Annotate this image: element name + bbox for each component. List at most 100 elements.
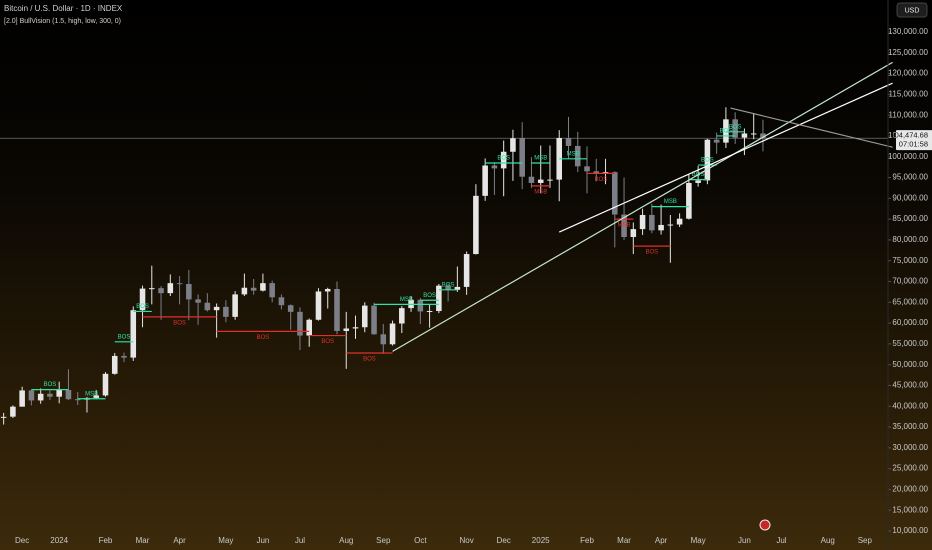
y-tick-label: 55,000.00	[892, 339, 928, 348]
x-tick-label: Apr	[655, 536, 668, 545]
structure-label: BOS	[136, 304, 149, 310]
structure-label: MSB	[85, 391, 98, 397]
candle-body	[399, 308, 405, 324]
candle-body	[149, 288, 155, 290]
candle-body	[74, 399, 81, 401]
x-tick-label: Mar	[617, 536, 631, 545]
x-tick-label: Aug	[821, 536, 835, 545]
x-tick-label: Jul	[295, 536, 305, 545]
x-tick-label: May	[691, 536, 706, 545]
candle-body	[500, 151, 507, 169]
candle-body	[195, 299, 201, 303]
x-tick-label: Apr	[173, 536, 186, 545]
candle-body	[621, 214, 627, 238]
candle-body	[297, 311, 303, 336]
candle-body	[528, 176, 535, 183]
candle-body	[167, 283, 174, 294]
trendline	[558, 82, 893, 233]
structure-label: BOS	[44, 382, 57, 388]
candle-body	[56, 390, 62, 397]
y-tick-label: 30,000.00	[892, 443, 928, 452]
y-tick-label: 115,000.00	[889, 89, 929, 98]
candle-body	[37, 393, 44, 401]
x-tick-label: Jul	[776, 536, 786, 545]
x-tick-label: Jun	[738, 536, 751, 545]
candle-body	[186, 283, 192, 300]
candle-body	[269, 283, 275, 298]
y-tick-label: 35,000.00	[892, 422, 928, 431]
currency-label[interactable]: USD	[905, 7, 920, 14]
y-tick-label: 120,000.00	[888, 69, 929, 78]
trendline	[730, 107, 893, 148]
candle-body	[454, 286, 461, 290]
structure-label: BOS	[729, 124, 742, 130]
chart-title: Bitcoin / U.S. Dollar · 1D · INDEX	[4, 4, 123, 13]
y-tick-label: 60,000.00	[892, 318, 928, 327]
x-tick-label: Jun	[256, 536, 269, 545]
candle-body	[463, 254, 470, 287]
event-icon[interactable]	[759, 519, 771, 531]
candle-body	[176, 283, 183, 285]
structure-label: BOS	[645, 250, 658, 256]
y-tick-label: 110,000.00	[889, 110, 929, 119]
candle-body	[565, 138, 572, 146]
y-tick-label: 65,000.00	[892, 297, 928, 306]
candle-body	[750, 133, 757, 135]
y-tick-label: 40,000.00	[892, 401, 928, 410]
y-tick-label: 95,000.00	[892, 173, 928, 182]
candle-body	[380, 334, 387, 345]
x-tick-label: May	[218, 536, 233, 545]
candle-body	[686, 182, 692, 219]
candle-body	[547, 179, 553, 181]
indicator-label: [2.0] BullVision (1.5, high, low, 300, 0…	[4, 18, 121, 25]
candle-body	[121, 355, 127, 358]
y-tick-label: 80,000.00	[892, 235, 928, 244]
structure-label: BOS	[363, 357, 376, 363]
x-tick-label: Feb	[580, 536, 594, 545]
candle-body	[278, 297, 285, 306]
candle-body	[111, 355, 118, 374]
candle-body	[130, 310, 137, 358]
candle-body	[593, 171, 600, 173]
y-tick-label: 125,000.00	[888, 48, 929, 57]
y-tick-label: 20,000.00	[892, 485, 928, 494]
candle-body	[473, 195, 479, 255]
candle-body	[436, 285, 442, 312]
y-tick-label: 70,000.00	[892, 277, 928, 286]
candle-body	[204, 302, 211, 311]
structure-label: MSB	[618, 223, 631, 229]
candle-body	[139, 288, 146, 311]
candle-body	[537, 179, 544, 183]
candle-body	[324, 288, 331, 292]
candle-body	[695, 180, 701, 183]
x-tick-label: Oct	[414, 536, 427, 545]
candle-body	[241, 287, 248, 295]
candle-body	[612, 172, 618, 215]
candle-body	[658, 224, 664, 231]
y-tick-label: 10,000.00	[892, 526, 928, 535]
candle-body	[704, 139, 711, 181]
x-tick-label: Feb	[99, 536, 113, 545]
candle-body	[491, 165, 498, 169]
candle-body	[65, 390, 72, 400]
candle-body	[482, 165, 488, 196]
x-tick-label: Dec	[497, 536, 511, 545]
x-tick-label: Nov	[460, 536, 474, 545]
currency-button[interactable]	[896, 2, 928, 18]
structure-label: BOS	[701, 158, 714, 164]
candle-body	[287, 305, 294, 312]
structure-label: MSB	[664, 199, 677, 205]
candle-body	[445, 285, 451, 290]
structure-label: BOS	[173, 320, 186, 326]
candle-body	[343, 328, 350, 331]
candle-body	[639, 214, 646, 230]
structure-label: MSB	[567, 151, 580, 157]
candle-body	[352, 327, 359, 329]
last-price-tag	[896, 130, 932, 151]
x-tick-label: Aug	[339, 536, 353, 545]
candle-body	[649, 214, 655, 231]
structure-label: BOS	[321, 339, 334, 345]
candle-body	[223, 306, 229, 317]
candle-body	[760, 133, 766, 139]
